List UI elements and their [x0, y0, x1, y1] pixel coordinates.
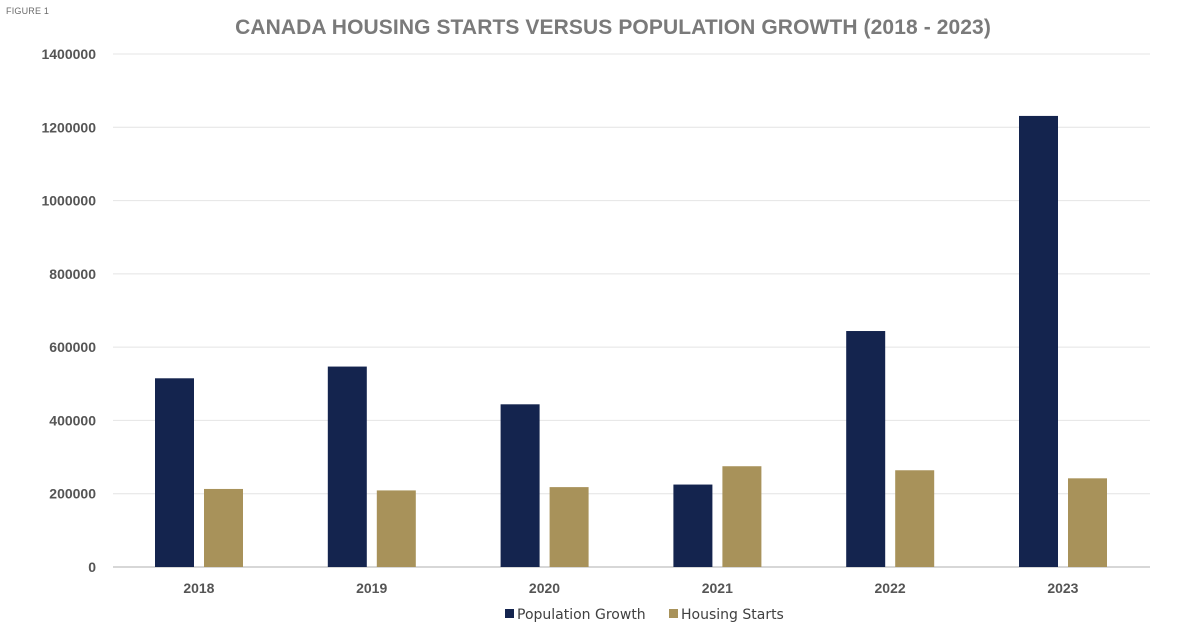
- x-axis-ticks: 2018 2019 2020 2021 2022 2023: [183, 580, 1078, 596]
- x-tick-label: 2018: [183, 580, 214, 596]
- bar-housing-starts-2023: [1068, 478, 1107, 567]
- bar-housing-starts-2022: [895, 470, 935, 567]
- x-tick-label: 2019: [356, 580, 387, 596]
- y-tick-label: 400000: [49, 412, 96, 428]
- bar-housing-starts-2020: [549, 487, 589, 567]
- y-tick-label: 600000: [49, 339, 96, 355]
- y-axis-ticks: 0 200000 400000 600000 800000 1000000 1200000 1…: [41, 46, 96, 575]
- x-tick-label: 2021: [702, 580, 733, 596]
- bar-housing-starts-2018: [204, 488, 243, 567]
- legend-label-housing-starts: Housing Starts: [681, 607, 784, 623]
- y-tick-label: 1400000: [41, 46, 96, 62]
- y-tick-label: 200000: [49, 486, 96, 502]
- gridlines: [113, 53, 1150, 568]
- y-tick-label: 1200000: [41, 119, 96, 135]
- x-tick-label: 2022: [875, 580, 906, 596]
- bar-housing-starts-2021: [722, 466, 762, 567]
- bar-population-growth-2021: [673, 484, 713, 567]
- bar-population-growth-2018: [155, 378, 194, 567]
- bar-population-growth-2022: [846, 331, 886, 567]
- y-tick-label: 800000: [49, 266, 96, 282]
- x-tick-label: 2020: [529, 580, 560, 596]
- bar-population-growth-2020: [500, 404, 540, 567]
- chart-title: CANADA HOUSING STARTS VERSUS POPULATION …: [235, 16, 991, 39]
- legend-label-population-growth: Population Growth: [517, 607, 646, 623]
- x-tick-label: 2023: [1047, 580, 1078, 596]
- figure-label: FIGURE 1: [6, 6, 50, 16]
- bar-housing-starts-2019: [376, 490, 416, 567]
- bar-population-growth-2019: [327, 366, 367, 567]
- bars: [155, 115, 1107, 568]
- y-tick-label: 0: [88, 559, 96, 575]
- legend-swatch-population-growth: [505, 609, 514, 618]
- y-tick-label: 1000000: [41, 193, 96, 209]
- legend-swatch-housing-starts: [669, 609, 678, 618]
- legend: Population Growth Housing Starts: [505, 607, 784, 623]
- bar-population-growth-2023: [1019, 115, 1058, 568]
